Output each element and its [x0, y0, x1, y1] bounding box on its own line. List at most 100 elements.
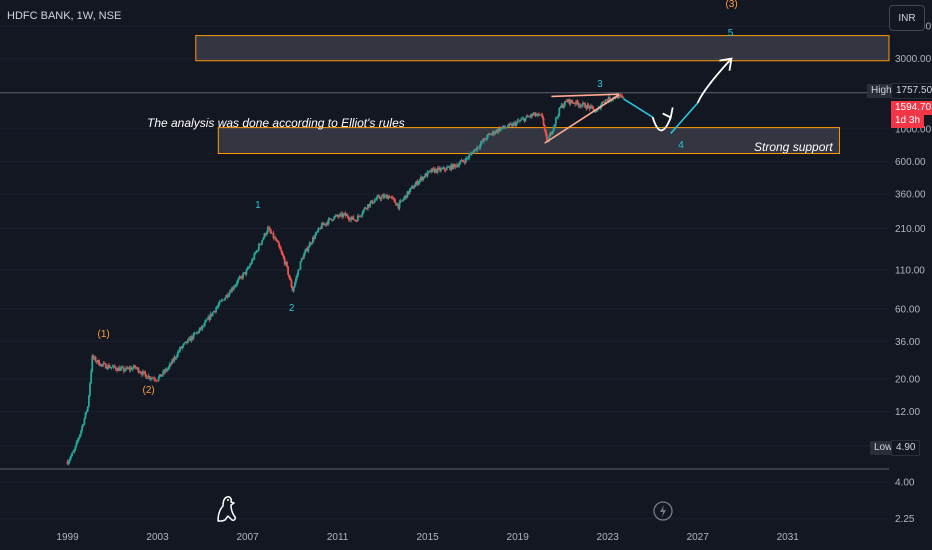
candle-body [243, 272, 246, 274]
candle-body [335, 214, 338, 216]
candle-body [388, 196, 391, 198]
candle-body [532, 113, 535, 116]
candle-body [343, 213, 346, 215]
candle-body [367, 204, 369, 209]
candle-body [188, 337, 190, 340]
candle-body [424, 173, 427, 178]
y-tick-label: 60.00 [895, 304, 920, 315]
candle-body [423, 176, 426, 178]
candle-body [82, 424, 85, 426]
candle-body [417, 182, 420, 185]
y-tick-label: 1000.00 [895, 124, 932, 135]
candle-body [242, 273, 244, 279]
triangle-top-line [551, 93, 619, 98]
candle-body [95, 361, 98, 363]
candle-body [419, 176, 422, 180]
candle-body [165, 369, 168, 371]
candle-body [596, 108, 599, 112]
candle-body [193, 333, 196, 335]
candle-body [228, 291, 231, 296]
candle-body [208, 316, 211, 320]
candle-body [97, 360, 99, 362]
low-value: 4.90 [891, 440, 921, 456]
candle-body [163, 371, 166, 373]
candle-body [280, 249, 283, 253]
x-axis[interactable]: 1999 2003 2007 2011 2015 2019 2023 2027 2031 [56, 532, 799, 543]
candle-body [430, 170, 432, 173]
candle-body [448, 166, 450, 168]
currency-button[interactable]: INR [889, 5, 925, 31]
candle-body [530, 114, 533, 117]
flash-icon[interactable] [652, 500, 674, 522]
candle-body [544, 129, 547, 135]
candle-body [588, 106, 591, 109]
candle-body [284, 262, 287, 265]
candle-body [257, 244, 260, 251]
candle-body [128, 367, 131, 370]
candle-body [486, 134, 489, 140]
candle-body [454, 165, 457, 168]
candle-body [73, 449, 76, 452]
candle-body [184, 341, 187, 343]
candle-body [580, 105, 583, 107]
x-tick-label: 2027 [687, 532, 710, 543]
candle-body [466, 158, 468, 159]
candle-body [400, 200, 403, 202]
candle-body [601, 102, 603, 106]
candle-body [504, 127, 507, 129]
candle-body [386, 195, 389, 199]
candle-body [99, 365, 102, 367]
candle-body [162, 371, 165, 375]
candle-body [196, 331, 198, 334]
candle-body [332, 219, 334, 221]
candle-body [391, 197, 394, 198]
candle-body [576, 100, 579, 103]
candle-body [595, 111, 598, 112]
candle-body [319, 228, 322, 229]
candle-body [80, 430, 82, 435]
candle-body [467, 157, 470, 159]
y-tick-label: 210.00 [895, 224, 926, 235]
drawings-layer [0, 57, 889, 470]
candle-body [557, 115, 560, 118]
candle-body [316, 231, 319, 233]
candle-body [379, 198, 382, 200]
last-price-value: 1594.70 [891, 101, 932, 115]
candle-body [453, 163, 456, 166]
candle-body [558, 107, 561, 116]
candle-body [589, 105, 592, 109]
candle-body [273, 237, 276, 239]
candle-body [289, 277, 292, 281]
candle-body [559, 106, 562, 108]
candle-body [525, 115, 528, 118]
candle-body [435, 169, 438, 173]
candle-body [406, 191, 409, 198]
candle-body [537, 113, 539, 116]
candle-body [145, 374, 148, 379]
candle-body [300, 258, 303, 262]
candle-body [594, 111, 597, 113]
candle-body [299, 261, 302, 270]
candle-body [531, 114, 534, 116]
candle-body [523, 118, 526, 122]
candle-body [197, 331, 199, 333]
candle-body [147, 375, 150, 379]
candle-body [464, 158, 467, 163]
candle-body [409, 187, 412, 190]
candle-body [220, 300, 223, 302]
candle-body [140, 372, 143, 375]
candle-body [125, 367, 127, 371]
candle-body [259, 244, 261, 245]
candle-body [356, 215, 359, 222]
candle-body [606, 100, 609, 102]
candle-body [241, 276, 243, 279]
candle-body [560, 104, 563, 107]
candle-body [215, 308, 217, 312]
y-tick-label: 20.00 [895, 375, 920, 386]
candle-body [484, 138, 486, 140]
candle-body [232, 287, 234, 289]
candle-body [562, 105, 565, 108]
tradingview-logo-icon[interactable] [214, 494, 240, 524]
candle-body [118, 367, 121, 372]
